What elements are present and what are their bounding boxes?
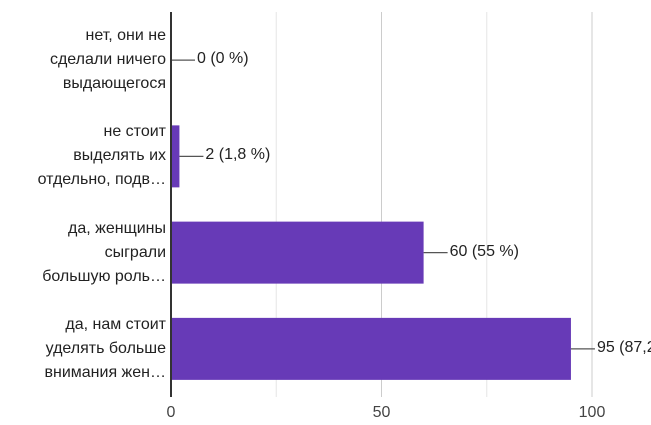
bar: [172, 221, 424, 284]
data-label: 0 (0 %): [197, 50, 249, 68]
category-label: нет, они не сделали ничего выдающегося: [49, 27, 166, 93]
category-label: да, нам стоит уделять больше внимания же…: [44, 315, 167, 381]
x-tick-label: 100: [578, 404, 606, 421]
x-tick-label: 50: [372, 404, 391, 421]
bar: [172, 317, 571, 380]
category-label: да, женщины сыграли большую роль…: [42, 219, 166, 285]
data-label: 2 (1,8 %): [205, 146, 271, 164]
data-label: 60 (55 %): [449, 242, 519, 260]
data-label: 95 (87,2: [596, 338, 651, 356]
x-tick-label: 0: [166, 404, 176, 421]
bar: [172, 125, 180, 188]
category-label: не стоит выделять их отдельно, подв…: [37, 123, 166, 189]
